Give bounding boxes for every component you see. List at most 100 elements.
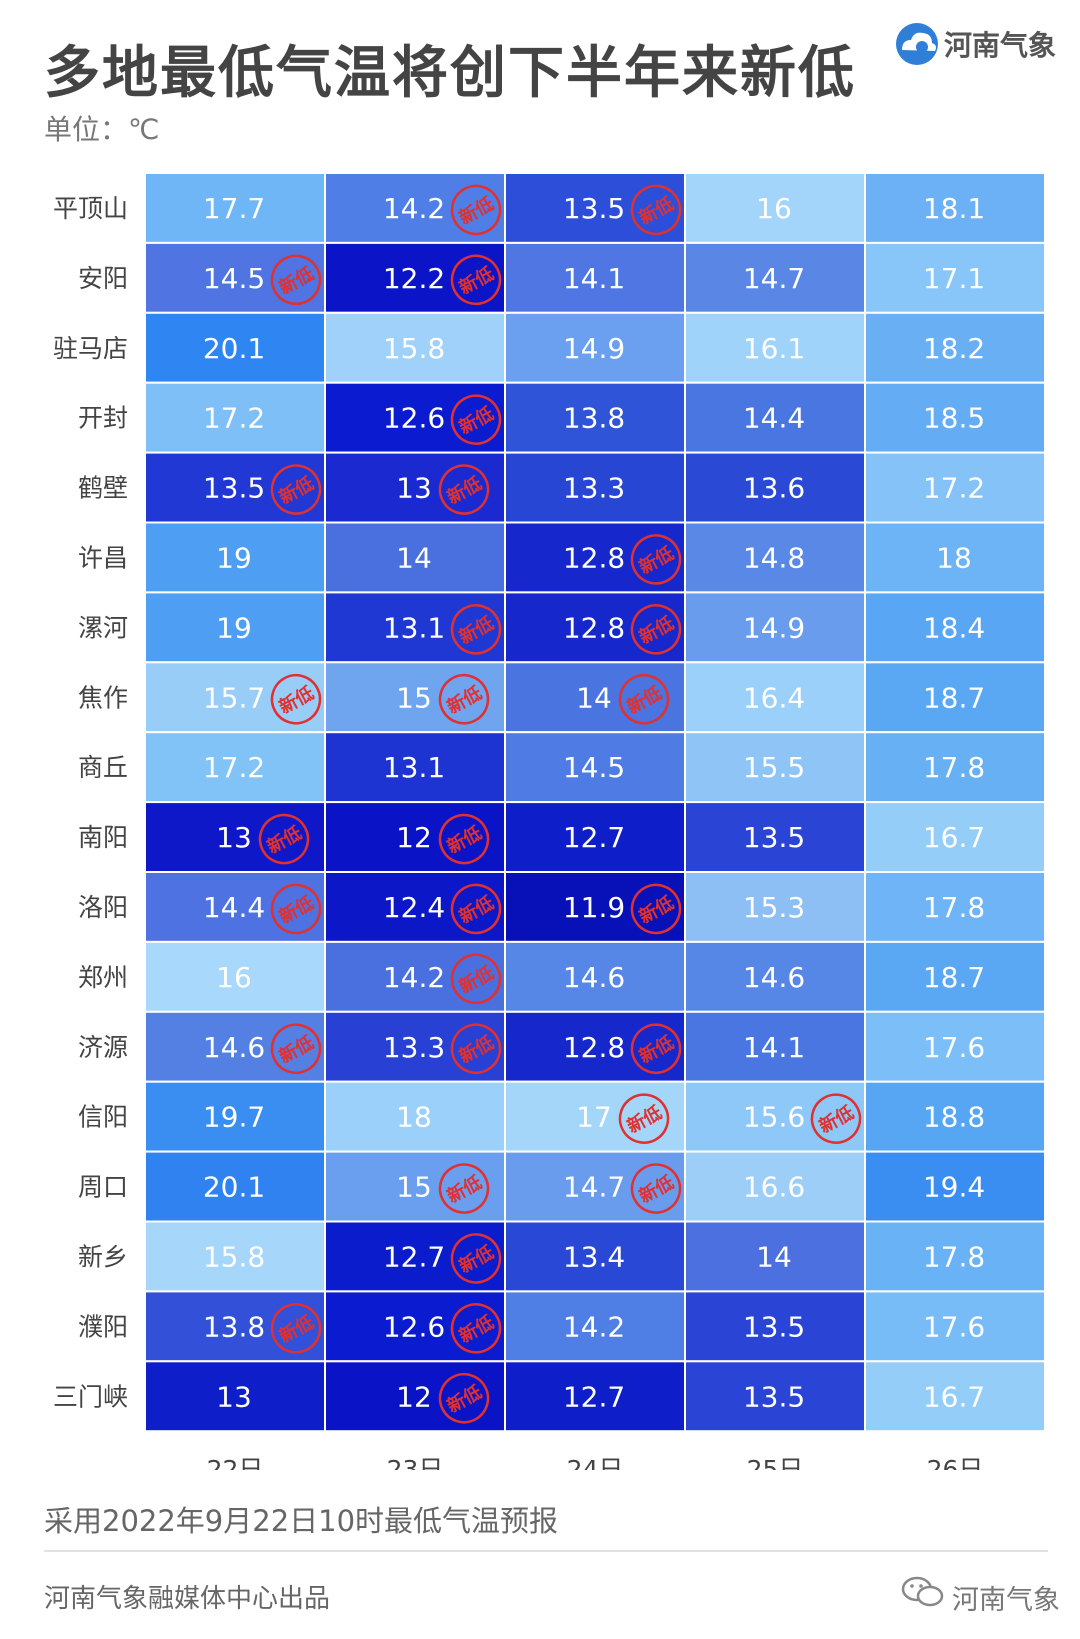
column-label: 26日	[927, 1455, 984, 1470]
column-label: 25日	[747, 1455, 804, 1470]
cell-value: 13.1	[383, 611, 445, 644]
heatmap-cell: 18.1	[864, 172, 1046, 244]
cell-value: 13	[396, 472, 432, 505]
credit-text: 河南气象融媒体中心出品	[44, 1584, 331, 1614]
cell-value: 12.4	[383, 891, 445, 924]
row-label: 鹤壁	[78, 474, 128, 503]
cell-value: 17.1	[923, 262, 985, 295]
row-label: 驻马店	[53, 334, 128, 363]
cell-value: 18	[396, 1101, 432, 1134]
stamp-ring	[270, 254, 322, 306]
heatmap-cell: 18.8	[864, 1080, 1046, 1153]
heatmap-cell: 13.5	[684, 801, 866, 873]
heatmap-cell: 19	[144, 591, 326, 664]
cell-value: 16	[216, 961, 252, 994]
cell-value: 15.7	[203, 681, 265, 714]
heatmap-cell: 14.5 新低	[144, 241, 326, 314]
cell-fill	[144, 381, 326, 454]
heatmap-cell: 17.2	[864, 451, 1046, 524]
heatmap-cell: 17.7	[144, 172, 326, 244]
cell-value: 14.6	[203, 1031, 265, 1064]
heatmap-cell: 18.4	[864, 591, 1046, 664]
cell-fill	[864, 1220, 1046, 1293]
cell-value: 12.8	[563, 541, 625, 574]
column-label: 23日	[387, 1455, 444, 1470]
wechat-label: 河南气象	[952, 1585, 1060, 1616]
heatmap-cell: 12.8 新低	[504, 1010, 686, 1083]
cell-fill	[864, 1290, 1046, 1363]
cell-fill	[144, 451, 326, 524]
row-label: 三门峡	[53, 1382, 128, 1411]
cell-value: 15	[396, 1171, 432, 1204]
cell-value: 17.2	[923, 472, 985, 505]
cell-fill	[684, 381, 866, 454]
cell-fill	[864, 1150, 1046, 1223]
cell-fill	[504, 311, 686, 384]
cell-fill	[864, 1010, 1046, 1083]
cell-fill	[684, 241, 866, 314]
heatmap-cell: 18	[864, 521, 1046, 594]
heatmap-cell: 19	[144, 521, 326, 594]
row-label: 周口	[78, 1173, 128, 1202]
cell-fill	[144, 172, 326, 244]
cell-fill	[684, 1150, 866, 1223]
heatmap-cell: 13.6	[684, 451, 866, 524]
heatmap-cell: 13.3 新低	[324, 1010, 506, 1083]
column-label: 24日	[567, 1455, 624, 1470]
cell-fill	[864, 521, 1046, 594]
stamp-ring	[630, 1023, 682, 1074]
cell-fill	[864, 801, 1046, 873]
cell-value: 14.2	[563, 1310, 625, 1343]
cell-value: 11.9	[563, 891, 625, 924]
stamp-ring	[270, 1303, 322, 1354]
heatmap-cell: 17.6	[864, 1010, 1046, 1083]
heatmap-cell: 14.9	[684, 591, 866, 664]
cell-value: 14.7	[743, 262, 805, 295]
heatmap-cell: 14.8	[684, 521, 866, 594]
heatmap-cell: 16.7	[864, 1360, 1046, 1433]
stamp-ring	[450, 883, 502, 935]
heatmap-cell: 12.7	[504, 1360, 686, 1433]
cell-value: 15.8	[383, 332, 445, 365]
row-label: 郑州	[78, 963, 128, 992]
cell-value: 18	[936, 541, 972, 574]
cell-fill	[144, 1290, 326, 1363]
heatmap-cell: 14.1	[684, 1010, 866, 1083]
row-label: 漯河	[78, 613, 128, 642]
row-label: 洛阳	[78, 893, 128, 922]
heatmap-cell: 14.7 新低	[504, 1150, 686, 1223]
cell-value: 18.4	[923, 611, 985, 644]
stamp-ring	[618, 1093, 670, 1144]
heatmap-cell: 15.8	[324, 311, 506, 384]
cell-value: 13.4	[563, 1240, 625, 1273]
cell-value: 20.1	[203, 332, 265, 365]
heatmap-cell: 12.6 新低	[324, 381, 506, 454]
wechat-watermark: 河南气象	[900, 1574, 1070, 1616]
cell-value: 12.7	[383, 1240, 445, 1273]
stamp-ring	[630, 1163, 682, 1214]
cell-value: 12.6	[383, 402, 445, 435]
stamp-ring	[450, 604, 502, 655]
cell-fill	[864, 731, 1046, 804]
cell-fill	[864, 381, 1046, 454]
cell-value: 14.5	[203, 262, 265, 295]
cell-value: 16.6	[743, 1171, 805, 1204]
cell-value: 14.8	[743, 541, 805, 574]
heatmap-cell: 16	[684, 172, 866, 244]
cell-value: 14.4	[743, 402, 805, 435]
cell-value: 15	[396, 681, 432, 714]
cell-fill	[864, 172, 1046, 244]
heatmap-cell: 19.4	[864, 1150, 1046, 1223]
heatmap-cell: 16.6	[684, 1150, 866, 1223]
heatmap-cell: 14.6 新低	[144, 1010, 326, 1083]
brand-logo: 河南气象	[892, 18, 1062, 70]
heatmap-cell: 18	[324, 1080, 506, 1153]
cell-fill	[144, 591, 326, 664]
heatmap-cell: 13.5 新低	[504, 172, 686, 244]
heatmap-cell: 14.9	[504, 311, 686, 384]
row-label: 许昌	[78, 543, 128, 572]
cell-value: 14.2	[383, 961, 445, 994]
heatmap-cell: 14.2 新低	[324, 940, 506, 1013]
cell-value: 13.5	[743, 821, 805, 854]
cell-value: 16	[756, 192, 792, 225]
